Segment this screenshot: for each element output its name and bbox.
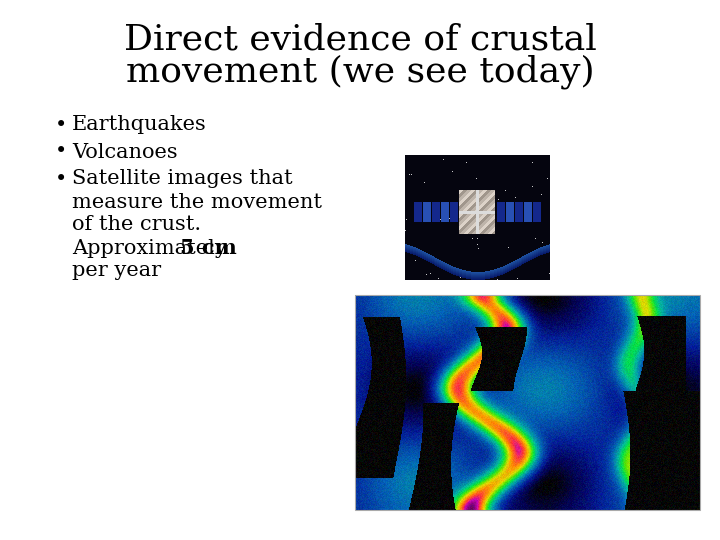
Text: Approximately: Approximately (72, 239, 233, 258)
Text: 5 cm: 5 cm (180, 238, 237, 258)
Text: Earthquakes: Earthquakes (72, 116, 207, 134)
Text: •: • (55, 143, 67, 161)
Text: of the crust.: of the crust. (72, 215, 201, 234)
Text: Direct evidence of crustal: Direct evidence of crustal (124, 23, 596, 57)
Text: Satellite images that: Satellite images that (72, 170, 292, 188)
Text: movement (we see today): movement (we see today) (126, 55, 594, 89)
Text: per year: per year (72, 261, 161, 280)
Text: •: • (55, 116, 67, 134)
Text: measure the movement: measure the movement (72, 192, 322, 212)
Text: Volcanoes: Volcanoes (72, 143, 178, 161)
Bar (355, 295, 700, 510)
Text: •: • (55, 170, 67, 188)
